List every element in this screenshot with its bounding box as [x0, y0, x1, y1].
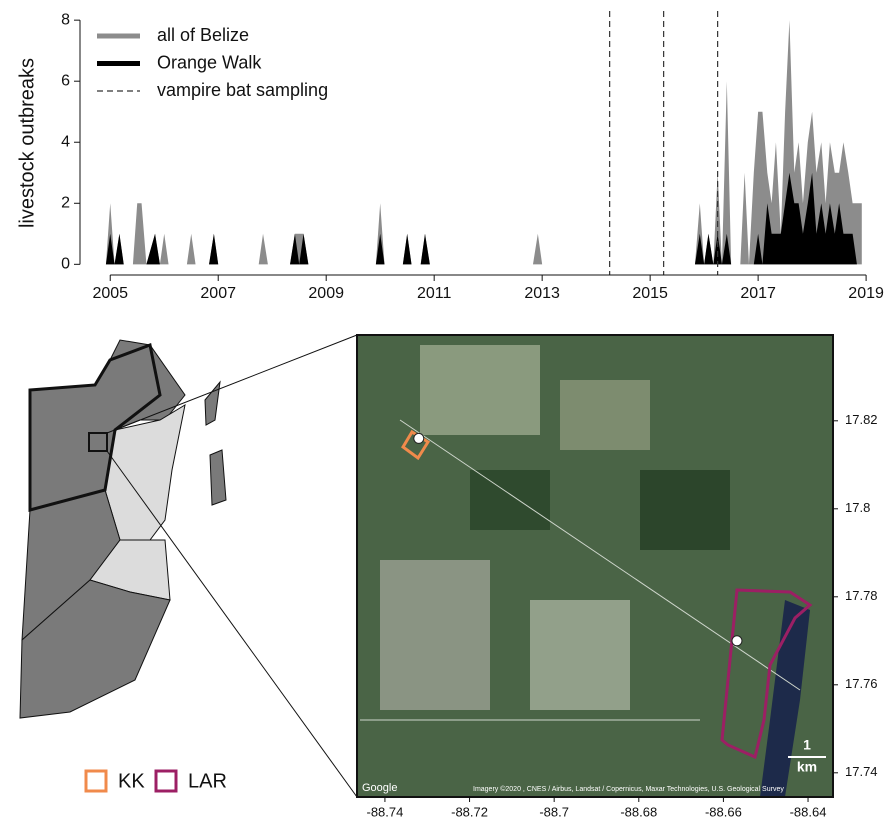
x-tick-label: 2017 [740, 285, 776, 302]
satellite [357, 335, 833, 797]
legend-label: all of Belize [157, 25, 249, 45]
x-tick-label: 2013 [524, 285, 560, 302]
x-tick-label: -88.72 [451, 804, 488, 819]
forest [640, 470, 730, 550]
scale-number: 1 [803, 737, 811, 753]
field [530, 600, 630, 710]
y-tick-label: 0 [61, 256, 70, 273]
x-tick-label: 2015 [632, 285, 668, 302]
x-tick-label: 2011 [417, 285, 452, 302]
figure: 1 km Google Imagery ©2020 , CNES / Airbu… [0, 0, 893, 826]
legend-label: vampire bat sampling [157, 80, 328, 100]
x-tick-label: -88.68 [620, 804, 657, 819]
x-tick-label: 2007 [200, 285, 236, 302]
legend-label: KK [118, 770, 145, 792]
scale-unit: km [797, 759, 817, 775]
field [420, 345, 540, 435]
roost [414, 433, 424, 443]
y-tick-label: 17.74 [845, 764, 878, 779]
x-tick-label: 2009 [308, 285, 344, 302]
area [106, 173, 862, 265]
legend-swatch [86, 771, 106, 791]
y-tick-label: 6 [61, 72, 70, 89]
y-tick-label: 17.78 [845, 588, 878, 603]
y-axis-title: livestock outbreaks [16, 58, 38, 228]
y-tick-label: 17.82 [845, 412, 878, 427]
field [380, 560, 490, 710]
x-tick-label: -88.64 [790, 804, 827, 819]
island [205, 382, 220, 425]
x-tick-label: 2005 [92, 285, 128, 302]
y-tick-label: 8 [61, 11, 70, 28]
x-tick-label: -88.66 [705, 804, 742, 819]
roost [732, 636, 742, 646]
y-tick-label: 17.8 [845, 500, 870, 515]
legend-label: Orange Walk [157, 52, 262, 72]
credit: Imagery ©2020 , CNES / Airbus, Landsat /… [473, 785, 784, 793]
credit: Google [362, 782, 397, 794]
y-tick-label: 4 [61, 133, 70, 150]
x-tick-label: -88.74 [366, 804, 403, 819]
island [210, 450, 226, 505]
legend-label: LAR [188, 770, 227, 792]
x-tick-label: -88.7 [539, 804, 569, 819]
y-tick-label: 17.76 [845, 676, 878, 691]
legend-swatch [156, 771, 176, 791]
forest [470, 470, 550, 530]
y-tick-label: 2 [61, 194, 70, 211]
belize-map [20, 335, 357, 797]
x-tick-label: 2019 [848, 285, 884, 302]
field [560, 380, 650, 450]
